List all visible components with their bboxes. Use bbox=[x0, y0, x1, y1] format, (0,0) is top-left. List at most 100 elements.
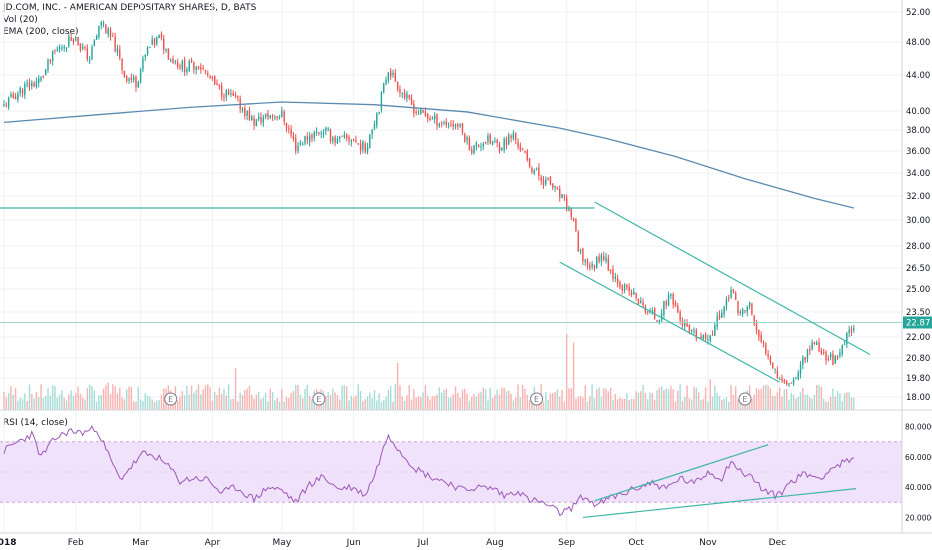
volume-bar bbox=[35, 392, 38, 410]
candle-body bbox=[512, 132, 515, 139]
candle-body bbox=[709, 335, 711, 341]
volume-bar bbox=[714, 385, 716, 410]
volume-bar bbox=[311, 399, 313, 410]
volume-bar bbox=[181, 391, 184, 410]
candle-body bbox=[350, 140, 353, 143]
candle-body bbox=[445, 121, 447, 125]
candle-body bbox=[417, 113, 420, 115]
candle-body bbox=[829, 353, 832, 358]
volume-bar bbox=[424, 385, 427, 410]
candle-body bbox=[315, 131, 318, 133]
volume-bar bbox=[417, 396, 420, 410]
volume-bar bbox=[776, 391, 779, 410]
candle-body bbox=[528, 158, 531, 167]
volume-bar bbox=[542, 401, 545, 410]
volume-bar bbox=[132, 401, 135, 410]
candle-body bbox=[209, 76, 211, 79]
candle-body bbox=[637, 298, 640, 304]
volume-bar bbox=[433, 396, 436, 410]
volume-bar bbox=[505, 391, 508, 410]
candle-body bbox=[112, 35, 114, 37]
volume-bar bbox=[244, 390, 246, 410]
volume-bar bbox=[607, 391, 610, 410]
candle-body bbox=[369, 134, 371, 149]
volume-bar bbox=[271, 392, 274, 410]
candle-body bbox=[204, 70, 207, 72]
candle-body bbox=[410, 97, 413, 105]
y-tick-label: 20.80 bbox=[906, 354, 930, 364]
candle-body bbox=[105, 24, 107, 33]
candle-body bbox=[313, 131, 315, 138]
candle-body bbox=[811, 342, 813, 350]
candle-body bbox=[149, 46, 151, 48]
volume-bar bbox=[498, 394, 501, 410]
volume-bar bbox=[783, 389, 786, 410]
candle-body bbox=[366, 146, 369, 153]
candle-body bbox=[10, 94, 12, 97]
volume-bar bbox=[151, 399, 153, 410]
candle-body bbox=[251, 116, 253, 121]
volume-bar bbox=[56, 397, 58, 410]
candle-body bbox=[17, 93, 19, 100]
volume-bar bbox=[288, 397, 290, 410]
volume-bar bbox=[711, 396, 714, 410]
volume-bar bbox=[373, 390, 376, 410]
candle-body bbox=[95, 35, 98, 40]
candle-body bbox=[144, 55, 146, 57]
candle-body bbox=[227, 90, 230, 96]
candle-body bbox=[776, 370, 779, 379]
volume-bar bbox=[107, 382, 109, 410]
volume-bar bbox=[24, 393, 26, 410]
volume-bar bbox=[179, 396, 181, 410]
candle-body bbox=[362, 141, 364, 150]
candle-body bbox=[304, 136, 306, 144]
candle-body bbox=[253, 118, 255, 126]
candle-body bbox=[489, 134, 491, 144]
candle-body bbox=[468, 138, 471, 151]
candle-body bbox=[665, 301, 667, 306]
candle-body bbox=[591, 264, 593, 267]
candle-body bbox=[424, 111, 427, 116]
candle-body bbox=[403, 92, 406, 98]
candle-body bbox=[396, 82, 399, 90]
volume-bar bbox=[26, 401, 28, 410]
volume-bar bbox=[568, 388, 570, 410]
volume-bar bbox=[49, 395, 52, 410]
volume-bar bbox=[702, 399, 705, 410]
candle-body bbox=[61, 47, 63, 49]
volume-bar bbox=[473, 393, 475, 410]
candle-body bbox=[549, 177, 552, 185]
volume-bar bbox=[554, 391, 556, 410]
candle-body bbox=[341, 135, 343, 137]
candle-body bbox=[332, 138, 334, 142]
candle-body bbox=[839, 352, 841, 357]
candle-body bbox=[575, 219, 577, 231]
volume-bar bbox=[332, 388, 334, 410]
candle-body bbox=[299, 143, 302, 145]
earnings-marker-label: E bbox=[316, 395, 321, 404]
volume-bar bbox=[707, 401, 709, 410]
volume-bar bbox=[420, 397, 422, 410]
candle-body bbox=[225, 90, 228, 97]
candle-body bbox=[640, 300, 642, 303]
rsi-band bbox=[0, 441, 902, 503]
candle-body bbox=[475, 143, 478, 147]
volume-bar bbox=[269, 388, 272, 410]
volume-bar bbox=[642, 384, 644, 410]
volume-bar bbox=[813, 394, 816, 410]
x-tick-label: Dec bbox=[769, 538, 786, 548]
volume-bar bbox=[464, 388, 466, 410]
volume-bar bbox=[728, 401, 730, 410]
candle-body bbox=[334, 136, 336, 143]
volume-bar bbox=[769, 388, 772, 410]
volume-bar bbox=[408, 384, 410, 410]
candle-body bbox=[695, 329, 698, 339]
volume-bar bbox=[329, 394, 332, 410]
volume-bar bbox=[230, 399, 232, 410]
volume-bar bbox=[102, 388, 105, 410]
volume-bar bbox=[741, 400, 744, 410]
candle-body bbox=[628, 286, 630, 292]
candle-body bbox=[246, 110, 248, 116]
volume-bar bbox=[163, 388, 165, 410]
